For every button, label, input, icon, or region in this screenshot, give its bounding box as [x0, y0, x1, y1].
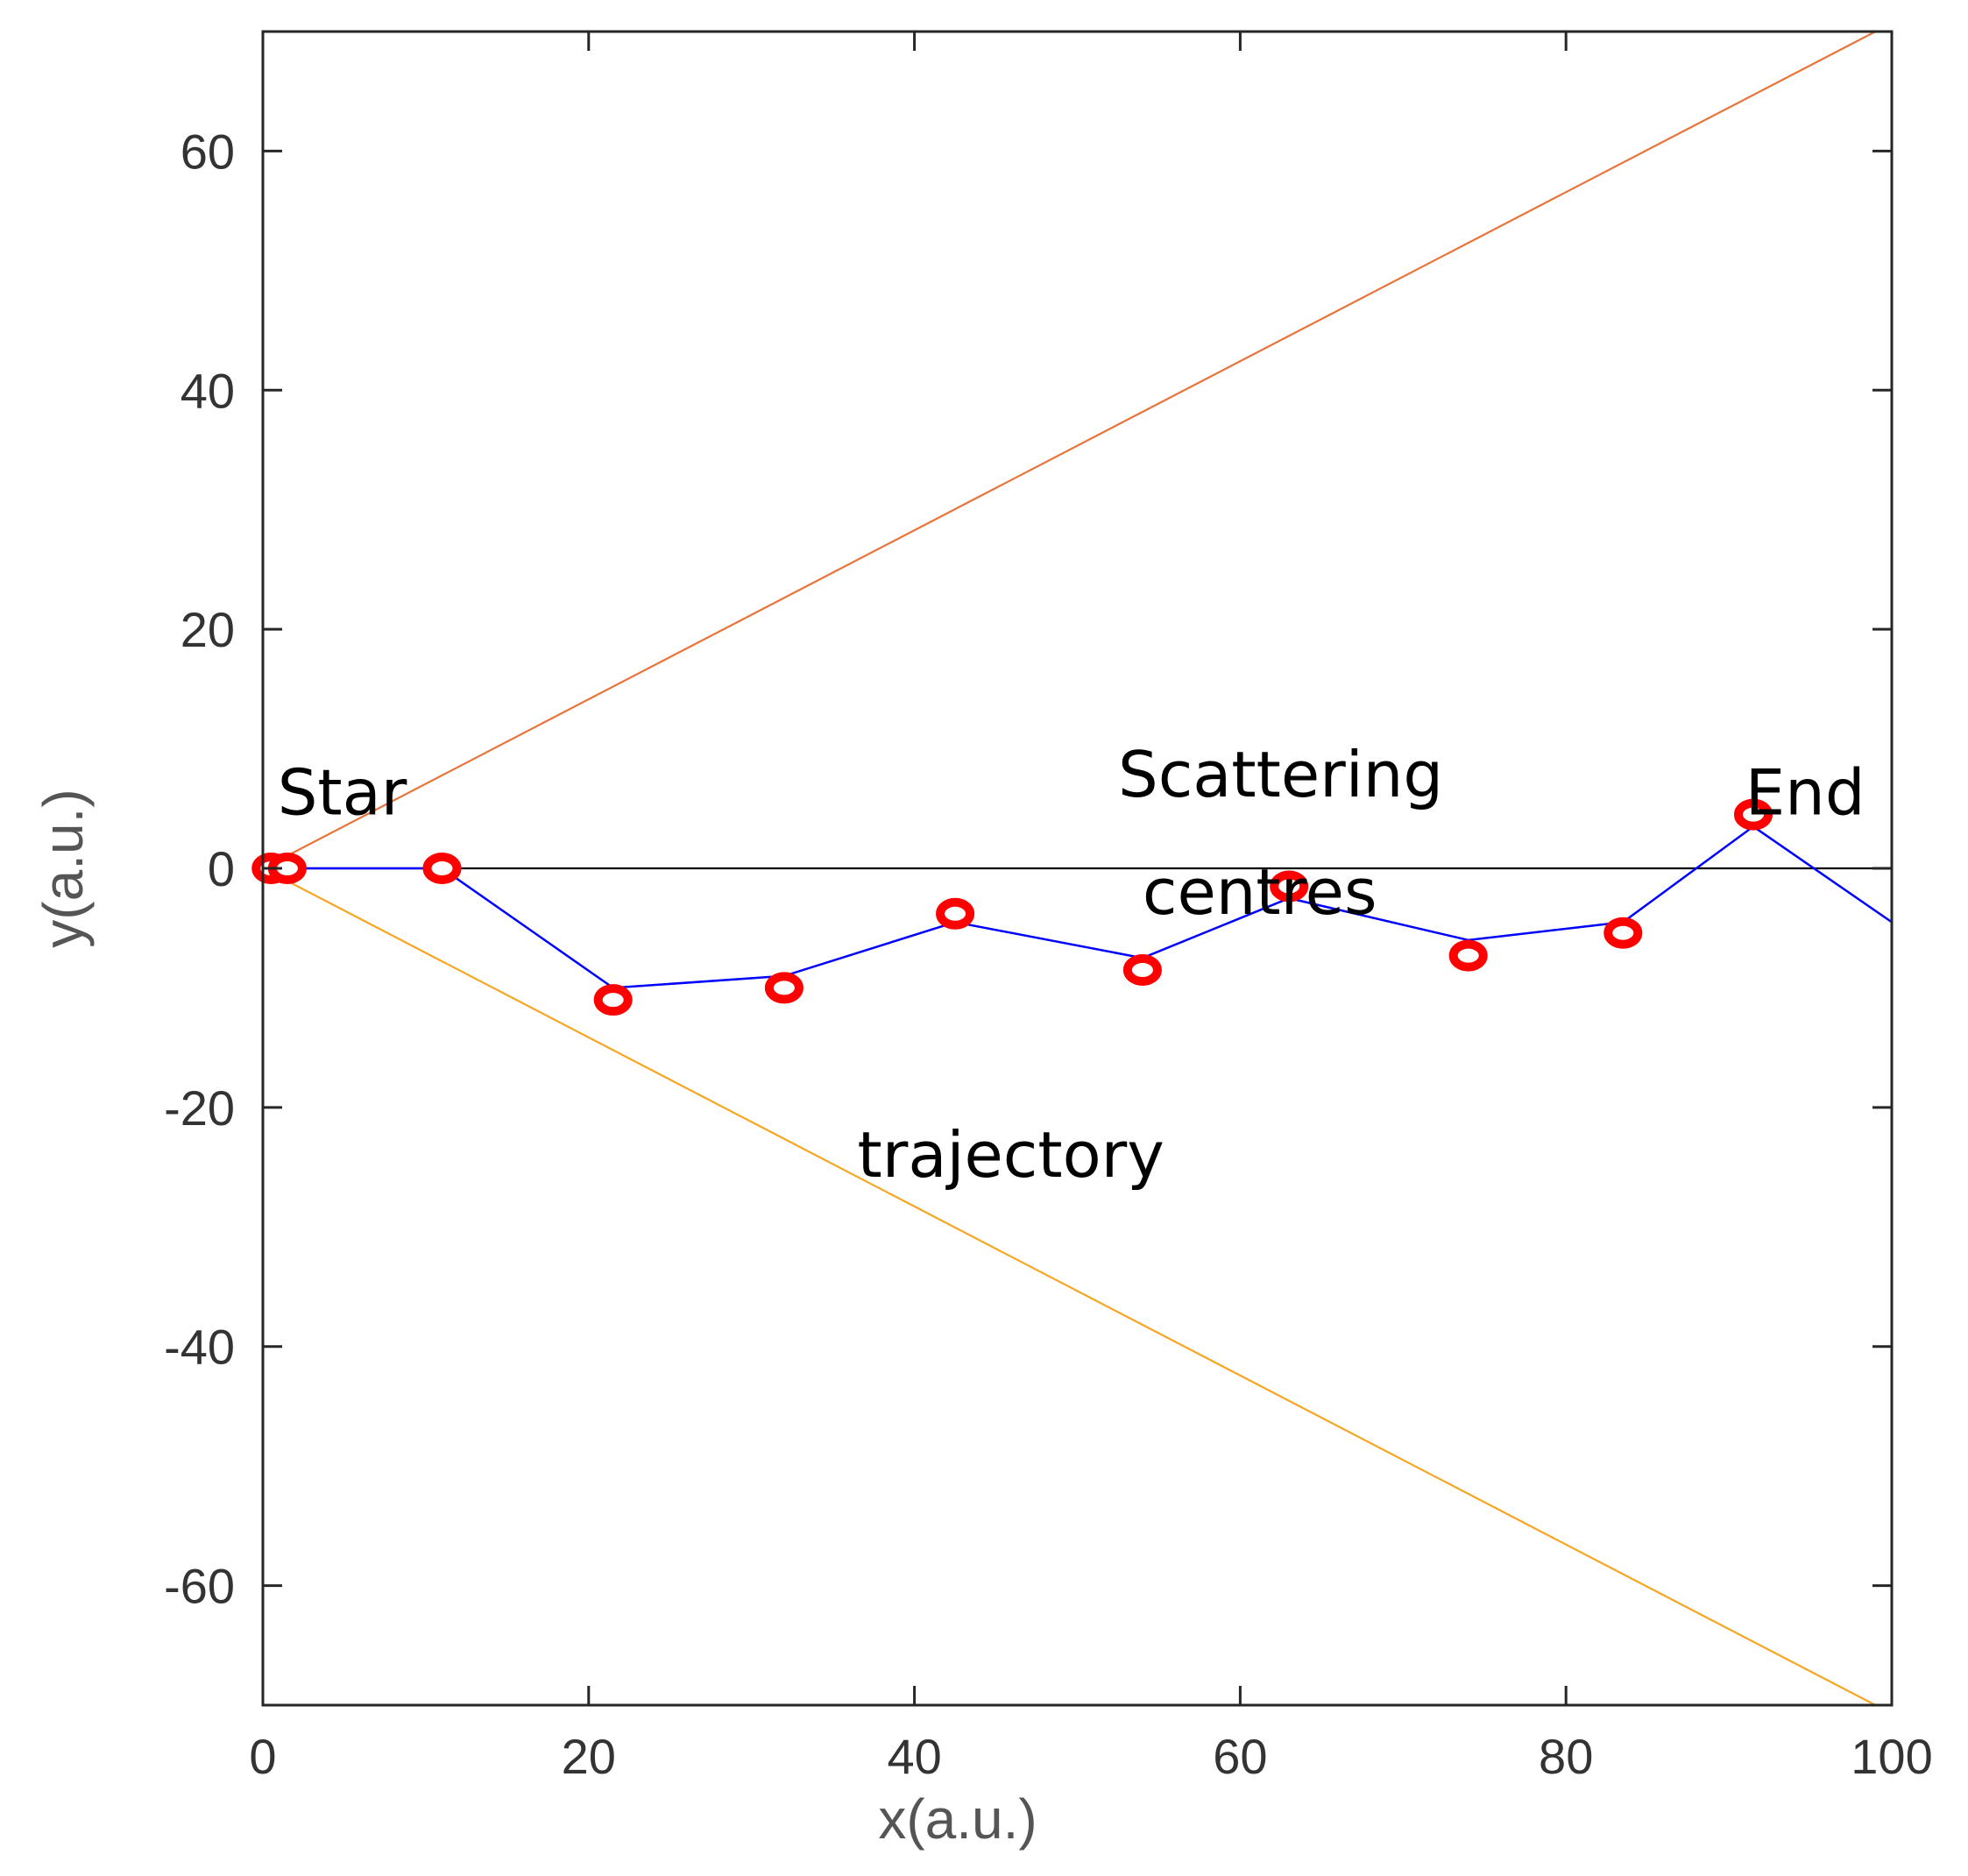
- y-tick-label: -20: [164, 1080, 235, 1136]
- annotations: Star Scattering centres trajectory End: [278, 738, 1865, 1192]
- scattering-centre-marker: [1122, 954, 1162, 986]
- x-tick-label: 0: [249, 1729, 276, 1784]
- plot-lines: [263, 32, 1892, 1705]
- scattering-centre-marker: [593, 984, 633, 1016]
- y-tick-label: 0: [208, 841, 235, 896]
- scattering-centre-marker: [764, 972, 803, 1004]
- axis-ticks: [261, 32, 1894, 1705]
- y-tick-label: 20: [181, 602, 235, 657]
- scattering-centre-marker: [1270, 870, 1309, 903]
- x-tick-label: 40: [887, 1729, 941, 1784]
- scattering-centre-marker: [422, 853, 462, 884]
- lower-bound-line: [263, 867, 1876, 1705]
- annotation-label: trajectory: [858, 1118, 1165, 1192]
- scattering-centre-marker: [1734, 798, 1773, 831]
- upper-bound-line: [263, 32, 1876, 869]
- y-tick-label: 40: [181, 363, 235, 418]
- y-tick-label: 60: [181, 124, 235, 179]
- x-tick-label: 100: [1851, 1729, 1932, 1784]
- x-tick-label: 60: [1213, 1729, 1267, 1784]
- x-tick-label: 20: [562, 1729, 616, 1784]
- scattering-centre-marker: [936, 897, 975, 930]
- x-axis-title: x(a.u.): [878, 1788, 1037, 1851]
- y-tick-label: -60: [164, 1559, 235, 1614]
- annotation-label: Star: [278, 756, 407, 830]
- axis-tick-labels: 0 20 40 60 80 100 -60 -40 -20 0 20 40 60: [164, 124, 1933, 1784]
- x-tick-label: 80: [1539, 1729, 1593, 1784]
- annotation-label: End: [1745, 756, 1865, 830]
- annotation-label: Scattering: [1118, 738, 1443, 811]
- scattering-centre-marker: [1603, 917, 1643, 949]
- y-tick-label: -40: [164, 1320, 235, 1375]
- annotation-label: centres: [1143, 855, 1377, 929]
- y-axis-title: y(a.u.): [32, 789, 95, 947]
- scattering-centre-marker: [1448, 939, 1488, 972]
